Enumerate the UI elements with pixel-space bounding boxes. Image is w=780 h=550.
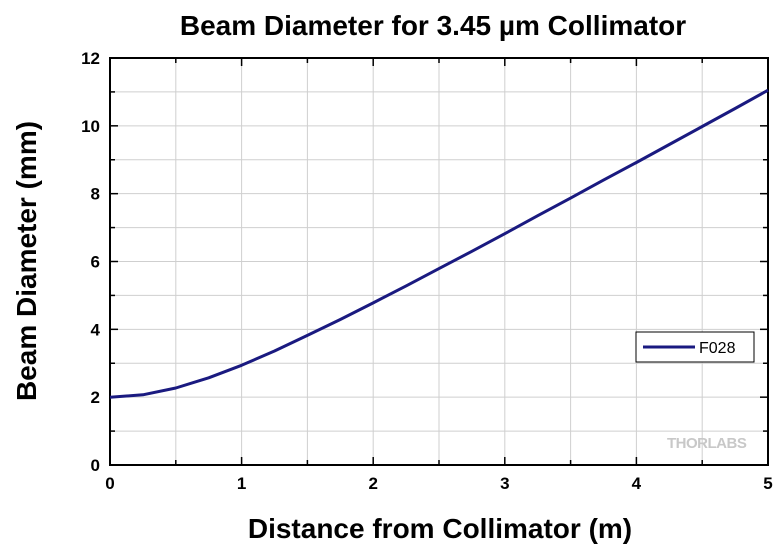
y-tick-label: 6 <box>91 253 100 272</box>
x-tick-label: 2 <box>368 474 377 493</box>
x-tick-label: 3 <box>500 474 509 493</box>
y-tick-label: 4 <box>91 320 101 339</box>
chart-title: Beam Diameter for 3.45 µm Collimator <box>180 10 686 41</box>
y-tick-label: 8 <box>91 185 100 204</box>
y-tick-label: 10 <box>81 117 100 136</box>
x-axis-label: Distance from Collimator (m) <box>248 513 632 544</box>
x-tick-label: 5 <box>763 474 772 493</box>
series-line-f028 <box>109 88 769 399</box>
x-tick-label: 0 <box>105 474 114 493</box>
y-tick-labels: 0 2 4 6 8 10 12 <box>81 49 100 475</box>
y-axis-label: Beam Diameter (mm) <box>11 121 42 401</box>
legend: F028 <box>635 331 755 363</box>
x-tick-labels: 0 1 2 3 4 5 <box>105 474 772 493</box>
axis-ticks <box>109 57 769 466</box>
y-tick-label: 12 <box>81 49 100 68</box>
x-tick-label: 1 <box>237 474 246 493</box>
legend-label-f028: F028 <box>699 340 736 357</box>
series-lines <box>109 88 769 399</box>
y-tick-label: 0 <box>91 456 100 475</box>
grid <box>110 58 768 465</box>
x-tick-label: 4 <box>632 474 642 493</box>
y-tick-label: 2 <box>91 388 100 407</box>
thorlabs-watermark: THORLABS <box>667 435 747 452</box>
